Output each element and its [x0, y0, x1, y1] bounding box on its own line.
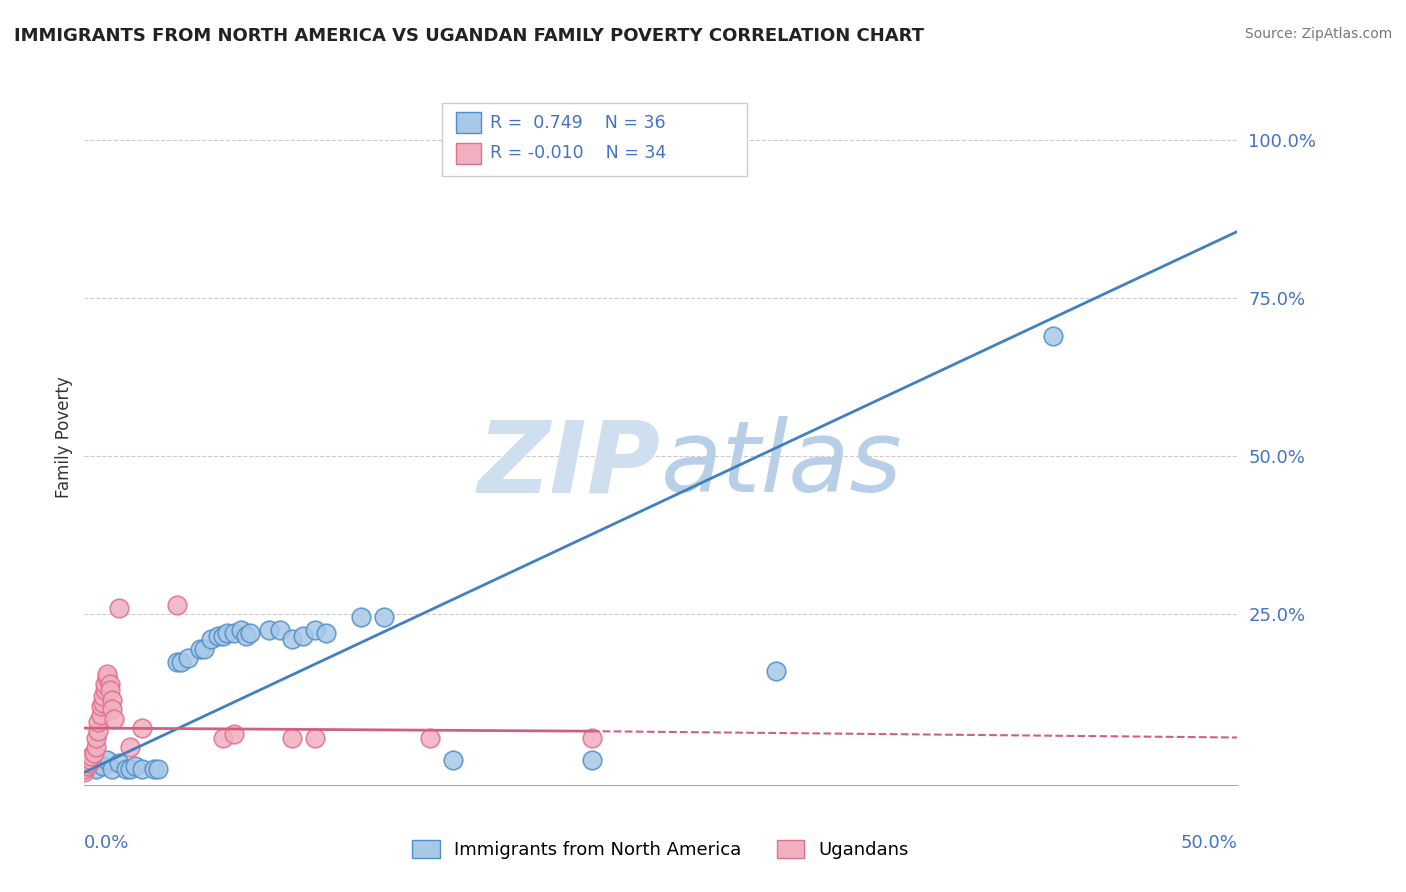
Point [84, 762, 107, 776]
Point [98, 677, 121, 691]
Point [120, 739, 142, 754]
Point [94, 677, 117, 691]
Point [581, 753, 603, 767]
Point [80, 753, 103, 767]
Text: IMMIGRANTS FROM NORTH AMERICA VS UGANDAN FAMILY POVERTY CORRELATION CHART: IMMIGRANTS FROM NORTH AMERICA VS UGANDAN… [14, 27, 924, 45]
FancyBboxPatch shape [441, 103, 748, 177]
Point [188, 642, 211, 657]
Point [94, 683, 117, 698]
Point [80, 749, 103, 764]
Point [315, 626, 337, 640]
Point [257, 623, 280, 637]
Text: 50.0%: 50.0% [1181, 834, 1237, 852]
Point [98, 683, 121, 698]
Point [142, 762, 165, 776]
Point [239, 626, 262, 640]
Point [373, 610, 395, 624]
Point [77, 756, 100, 770]
Text: ZIP: ZIP [478, 417, 661, 514]
Point [193, 642, 215, 657]
Y-axis label: Family Poverty: Family Poverty [55, 376, 73, 498]
Point [419, 731, 441, 745]
Point [103, 712, 125, 726]
Point [146, 762, 169, 776]
Point [231, 623, 253, 637]
Point [87, 724, 110, 739]
Point [269, 623, 291, 637]
Legend: Immigrants from North America, Ugandans: Immigrants from North America, Ugandans [405, 832, 917, 866]
Point [124, 759, 146, 773]
Point [87, 714, 110, 729]
Point [304, 623, 326, 637]
Point [211, 629, 233, 643]
Point [200, 632, 222, 647]
Point [131, 721, 153, 735]
Point [115, 762, 138, 776]
Point [89, 708, 111, 723]
Point [101, 762, 124, 776]
Point [177, 651, 200, 665]
Point [84, 739, 107, 754]
Point [350, 610, 373, 624]
Point [211, 731, 233, 745]
Point [120, 762, 142, 776]
Point [304, 731, 326, 745]
FancyBboxPatch shape [456, 143, 481, 163]
Point [91, 690, 114, 704]
Point [108, 756, 131, 770]
Point [166, 598, 188, 612]
Text: Source: ZipAtlas.com: Source: ZipAtlas.com [1244, 27, 1392, 41]
Point [108, 600, 131, 615]
Point [217, 626, 239, 640]
Point [73, 762, 96, 776]
Point [224, 626, 246, 640]
Point [170, 655, 193, 669]
Point [765, 664, 787, 678]
Point [73, 765, 96, 780]
Point [581, 731, 603, 745]
Point [89, 698, 111, 713]
Point [131, 762, 153, 776]
Point [84, 731, 107, 745]
Point [207, 629, 229, 643]
Text: R =  0.749    N = 36: R = 0.749 N = 36 [491, 113, 666, 132]
Point [76, 759, 98, 773]
Point [96, 667, 118, 681]
Point [91, 696, 114, 710]
Text: R = -0.010    N = 34: R = -0.010 N = 34 [491, 145, 666, 162]
Point [235, 629, 257, 643]
Point [91, 759, 114, 773]
Point [101, 692, 124, 706]
Point [224, 727, 246, 741]
Point [281, 731, 304, 745]
Point [1042, 329, 1064, 343]
Point [96, 670, 118, 684]
Point [166, 655, 188, 669]
Point [101, 702, 124, 716]
Point [441, 753, 464, 767]
Point [83, 747, 105, 761]
Text: atlas: atlas [661, 417, 903, 514]
Point [96, 753, 118, 767]
Point [281, 632, 304, 647]
Point [292, 629, 315, 643]
FancyBboxPatch shape [456, 112, 481, 133]
Text: 0.0%: 0.0% [84, 834, 129, 852]
